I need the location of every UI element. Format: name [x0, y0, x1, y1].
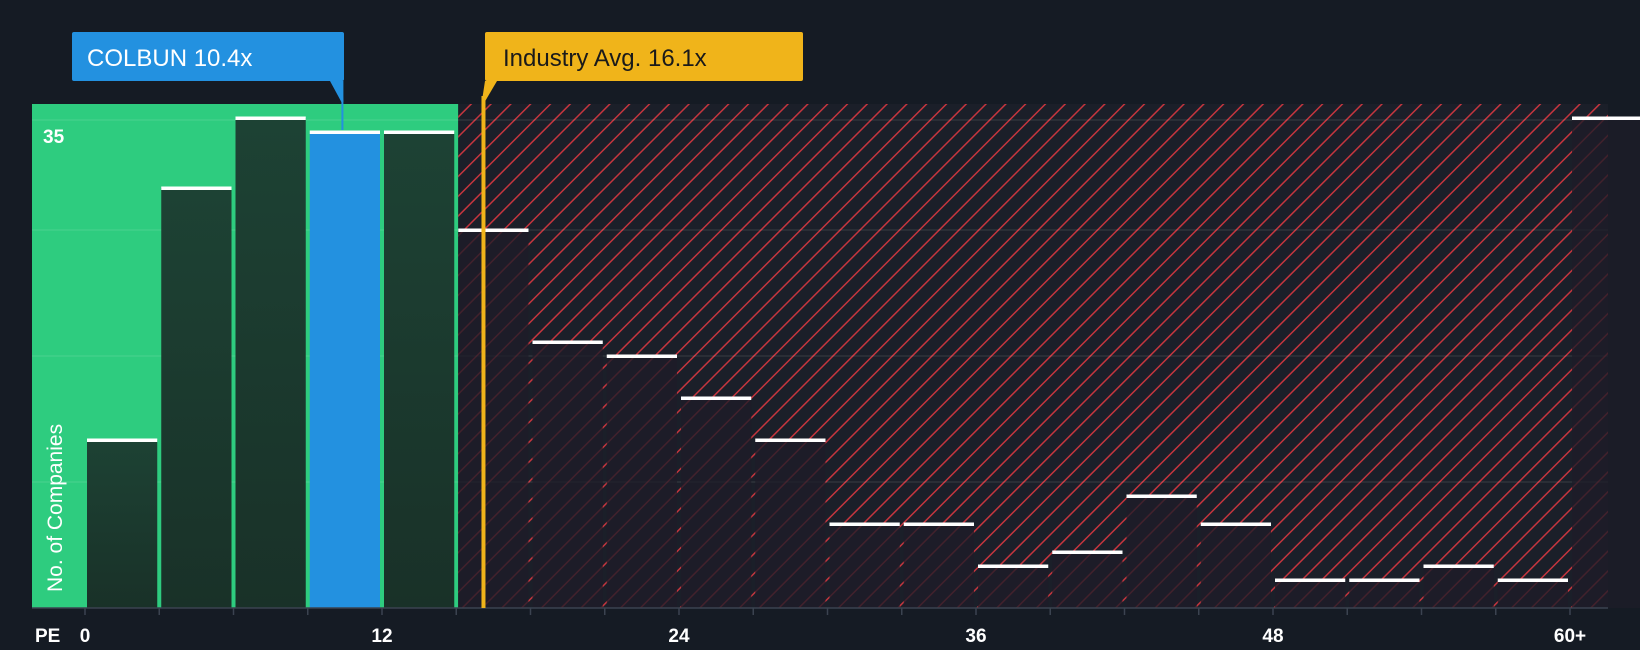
- histogram-bar: [1423, 566, 1494, 608]
- bar-cap: [978, 564, 1049, 568]
- histogram-bar: [978, 566, 1049, 608]
- histogram-bar: [829, 524, 900, 608]
- histogram-bar: [1126, 496, 1197, 608]
- bar-cap: [903, 522, 974, 526]
- bar-cap: [755, 438, 826, 442]
- bar-cap: [1423, 564, 1494, 568]
- histogram-bar: [235, 118, 306, 608]
- bar-cap: [1349, 578, 1420, 582]
- bar-cap: [458, 228, 529, 232]
- industry-avg-line: [481, 96, 486, 608]
- histogram-bar: [755, 440, 826, 608]
- industry-avg-label: Industry Avg. 16.1x: [503, 45, 707, 72]
- histogram-bar: [1200, 524, 1271, 608]
- histogram-bar: [606, 356, 677, 608]
- x-tick-label: 24: [668, 626, 690, 647]
- bar-cap: [1572, 116, 1640, 120]
- industry-avg-pointer: [481, 81, 497, 104]
- bar-cap: [161, 186, 232, 190]
- histogram-bar: [1275, 580, 1346, 608]
- bar-cap: [1275, 578, 1346, 582]
- company-tag-pointer: [330, 81, 344, 102]
- histogram-bar: [1349, 580, 1420, 608]
- histogram-bar: [87, 440, 158, 608]
- histogram-bar: [458, 230, 529, 608]
- industry-avg-tag: [485, 32, 803, 81]
- x-tick-label: 0: [80, 626, 91, 647]
- company-bar: [309, 132, 380, 608]
- bar-cap: [606, 354, 677, 358]
- y-axis-label: No. of Companies: [44, 424, 67, 592]
- bar-cap: [1052, 550, 1123, 554]
- x-axis-label: PE: [35, 626, 60, 647]
- y-tick-label: 35: [43, 127, 65, 148]
- bar-cap: [384, 130, 455, 134]
- x-tick-label: 12: [371, 626, 392, 647]
- company-tag: [72, 32, 344, 81]
- bar-cap: [532, 340, 603, 344]
- bar-cap: [87, 438, 158, 442]
- bar-cap: [1497, 578, 1568, 582]
- bar-cap: [1126, 494, 1197, 498]
- histogram-bar: [903, 524, 974, 608]
- histogram-bar: [681, 398, 752, 608]
- bar-cap: [1200, 522, 1271, 526]
- x-tick-label: 48: [1262, 626, 1283, 647]
- histogram-bar: [161, 188, 232, 608]
- company-label: COLBUN 10.4x: [87, 45, 252, 72]
- histogram-bar: [384, 132, 455, 608]
- histogram-bar: [1497, 580, 1568, 608]
- bar-cap: [235, 116, 306, 120]
- bar-cap: [309, 130, 380, 134]
- histogram-bar: [532, 342, 603, 608]
- x-tick-label: 60+: [1554, 626, 1586, 647]
- x-tick-label: 36: [965, 626, 986, 647]
- bar-cap: [681, 396, 752, 400]
- histogram-bar: [1052, 552, 1123, 608]
- histogram-bar: [1572, 118, 1640, 608]
- bar-cap: [829, 522, 900, 526]
